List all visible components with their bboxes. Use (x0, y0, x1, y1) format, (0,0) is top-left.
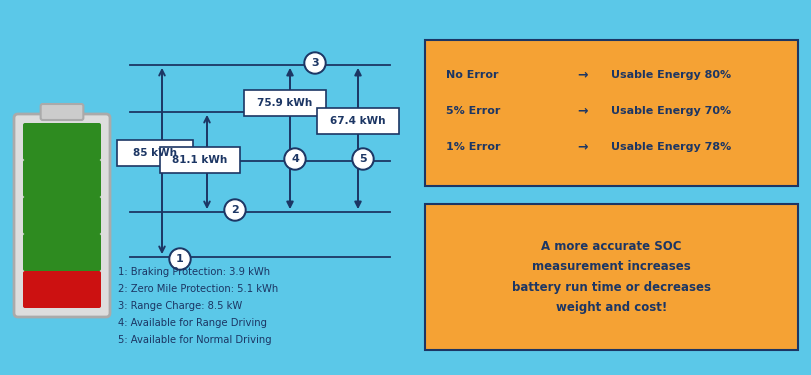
Circle shape (171, 250, 189, 268)
Circle shape (351, 148, 374, 170)
FancyBboxPatch shape (23, 234, 101, 271)
FancyBboxPatch shape (160, 147, 240, 173)
Text: A more accurate SOC
measurement increases
battery run time or decreases
weight a: A more accurate SOC measurement increase… (512, 240, 710, 314)
Text: 81.1 kWh: 81.1 kWh (172, 155, 227, 165)
Text: 1: Braking Protection: 3.9 kWh: 1: Braking Protection: 3.9 kWh (118, 267, 270, 277)
Text: 85 kWh: 85 kWh (133, 148, 177, 158)
FancyBboxPatch shape (23, 123, 101, 160)
Circle shape (224, 199, 246, 221)
Text: No Error: No Error (445, 70, 498, 80)
Text: 67.4 kWh: 67.4 kWh (330, 116, 385, 126)
Text: 5% Error: 5% Error (445, 106, 500, 116)
FancyBboxPatch shape (23, 160, 101, 197)
Text: 4: 4 (290, 154, 298, 164)
FancyBboxPatch shape (117, 140, 193, 166)
Text: 5: Available for Normal Driving: 5: Available for Normal Driving (118, 335, 272, 345)
FancyBboxPatch shape (424, 40, 797, 186)
Text: Usable Energy 80%: Usable Energy 80% (611, 70, 731, 80)
Circle shape (225, 201, 243, 219)
Text: 75.9 kWh: 75.9 kWh (257, 98, 312, 108)
FancyBboxPatch shape (243, 90, 325, 116)
FancyBboxPatch shape (424, 204, 797, 350)
Text: →: → (576, 69, 586, 81)
Text: Usable Energy 70%: Usable Energy 70% (611, 106, 731, 116)
FancyBboxPatch shape (23, 271, 101, 308)
Circle shape (354, 150, 371, 168)
Text: 4: Available for Range Driving: 4: Available for Range Driving (118, 318, 267, 328)
Text: →: → (576, 141, 586, 153)
Text: 2: 2 (231, 205, 238, 215)
FancyBboxPatch shape (23, 197, 101, 234)
Circle shape (306, 54, 324, 72)
Text: Usable Energy 78%: Usable Energy 78% (611, 142, 731, 152)
Text: 3: Range Charge: 8.5 kW: 3: Range Charge: 8.5 kW (118, 301, 242, 311)
Circle shape (284, 148, 306, 170)
FancyBboxPatch shape (14, 114, 109, 317)
Text: 1: 1 (176, 254, 183, 264)
Text: 2: Zero Mile Protection: 5.1 kWh: 2: Zero Mile Protection: 5.1 kWh (118, 284, 278, 294)
Text: 5: 5 (358, 154, 367, 164)
Circle shape (285, 150, 303, 168)
Circle shape (303, 52, 325, 74)
Circle shape (169, 248, 191, 270)
Text: 3: 3 (311, 58, 319, 68)
Text: 1% Error: 1% Error (445, 142, 500, 152)
FancyBboxPatch shape (316, 108, 398, 134)
FancyBboxPatch shape (41, 104, 84, 120)
Text: →: → (576, 105, 586, 117)
